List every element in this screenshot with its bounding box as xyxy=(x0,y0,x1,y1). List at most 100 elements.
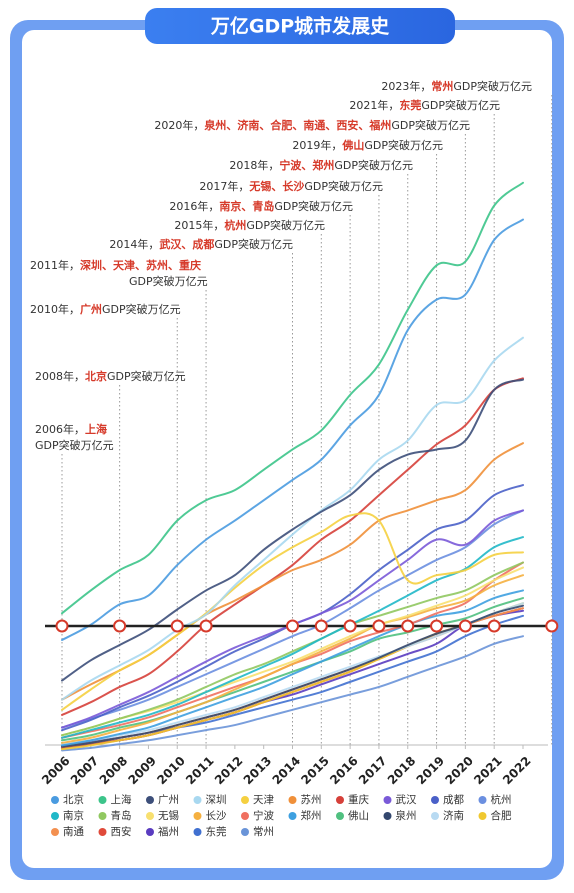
annotation-year: 2014年， xyxy=(109,237,159,251)
series-line xyxy=(61,574,524,744)
annotation-year: 2010年， xyxy=(30,302,80,316)
threshold-marker xyxy=(343,619,357,633)
legend-label: 东莞 xyxy=(206,825,227,838)
series-line xyxy=(61,561,524,737)
legend-label: 合肥 xyxy=(491,809,512,822)
annotation-suffix: GDP突破万亿元 xyxy=(274,199,353,213)
legend-label: 广州 xyxy=(158,794,179,806)
chart-title: 万亿GDP城市发展史 xyxy=(210,15,390,38)
annotation-city: 深圳 xyxy=(80,258,102,272)
series-line xyxy=(61,509,524,729)
separator: 、 xyxy=(325,119,336,132)
separator: 、 xyxy=(226,119,237,132)
separator: 、 xyxy=(181,238,192,251)
legend-label: 重庆 xyxy=(348,793,369,806)
series-line xyxy=(61,377,524,716)
separator: 、 xyxy=(358,119,369,132)
legend-swatch xyxy=(98,828,107,836)
annotation: 2021年，东莞GDP突破万亿元 xyxy=(349,98,500,112)
annotation: 2023年，常州GDP突破万亿元 xyxy=(381,79,532,93)
legend-label: 宁波 xyxy=(253,809,274,822)
separator: 、 xyxy=(135,259,146,272)
series-line xyxy=(61,589,524,747)
legend-label: 郑州 xyxy=(301,809,322,822)
legend-swatch xyxy=(98,812,107,820)
separator: 、 xyxy=(102,259,113,272)
legend-swatch xyxy=(146,796,154,804)
annotation: 2019年，佛山GDP突破万亿元 xyxy=(292,138,443,152)
annotation-city: 武汉 xyxy=(159,237,182,251)
legend-label: 苏州 xyxy=(301,793,322,806)
legend-label: 南京 xyxy=(63,809,84,822)
legend-swatch xyxy=(98,796,107,804)
annotation-city: 无锡 xyxy=(248,179,271,193)
annotation: 2008年，北京GDP突破万亿元 xyxy=(35,369,186,383)
annotation-year: 2021年， xyxy=(349,98,399,112)
legend-swatch xyxy=(146,812,154,820)
threshold-marker xyxy=(458,619,472,633)
threshold-marker xyxy=(487,619,501,633)
annotation-city: 重庆 xyxy=(179,258,201,272)
threshold-marker xyxy=(199,619,213,633)
legend-label: 常州 xyxy=(253,825,274,838)
legend-label: 南通 xyxy=(63,825,84,838)
annotation-suffix: GDP突破万亿元 xyxy=(334,158,413,172)
legend-swatch xyxy=(431,796,439,804)
annotation-year: 2018年， xyxy=(229,158,279,172)
annotation-suffix: GDP突破万亿元 xyxy=(421,98,500,112)
annotation: 2014年，武汉、成都GDP突破万亿元 xyxy=(109,237,293,251)
series-line xyxy=(61,602,524,746)
annotation: 2020年，泉州、济南、合肥、南通、西安、福州GDP突破万亿元 xyxy=(154,118,470,132)
annotation-suffix: GDP突破万亿元 xyxy=(102,302,181,316)
annotation-city: 杭州 xyxy=(224,218,246,232)
legend-swatch xyxy=(51,796,59,804)
annotation-suffix: GDP突破万亿元 xyxy=(214,237,293,251)
threshold-marker xyxy=(430,619,444,633)
annotation-city: 青岛 xyxy=(252,199,274,213)
series-line xyxy=(61,604,524,748)
legend-label: 福州 xyxy=(158,825,179,838)
legend-label: 西安 xyxy=(111,825,132,838)
annotation: 2011年，深圳、天津、苏州、重庆 xyxy=(30,258,201,272)
legend-swatch xyxy=(241,812,249,820)
annotation-city: 济南 xyxy=(237,118,259,132)
series-line xyxy=(61,336,524,701)
annotation-year: 2008年， xyxy=(35,369,85,383)
title-banner xyxy=(145,8,455,44)
annotation-suffix: GDP突破万亿元 xyxy=(35,438,114,452)
annotation: 2006年，上海 xyxy=(35,422,107,436)
threshold-marker xyxy=(545,619,559,633)
legend-swatch xyxy=(478,796,487,804)
legend-swatch xyxy=(51,812,59,820)
legend-swatch xyxy=(288,796,297,804)
legend-label: 成都 xyxy=(443,794,464,806)
annotation-year: 2011年， xyxy=(30,258,80,272)
annotation-city: 泉州 xyxy=(203,118,226,132)
legend-label: 佛山 xyxy=(348,809,369,822)
annotation-city: 南通 xyxy=(303,118,325,132)
legend-swatch xyxy=(336,812,344,820)
annotation-city: 郑州 xyxy=(312,158,334,172)
annotation-year: 2015年， xyxy=(174,218,224,232)
annotation-year: 2023年， xyxy=(381,79,431,93)
series-line xyxy=(61,536,524,739)
legend-swatch xyxy=(383,812,392,820)
legend-swatch xyxy=(51,828,59,836)
legend-label: 上海 xyxy=(111,793,132,806)
annotation-suffix: GDP突破万亿元 xyxy=(129,274,208,288)
legend-label: 济南 xyxy=(443,809,464,822)
legend-swatch xyxy=(336,796,344,804)
annotation-suffix: GDP突破万亿元 xyxy=(107,369,186,383)
annotation-city: 合肥 xyxy=(270,118,292,132)
annotation-city: 宁波 xyxy=(279,158,302,172)
annotation-suffix: GDP突破万亿元 xyxy=(246,218,325,232)
series-line xyxy=(61,597,524,742)
threshold-marker xyxy=(113,619,127,633)
legend-swatch xyxy=(478,812,487,820)
legend-label: 青岛 xyxy=(111,809,132,822)
legend-swatch xyxy=(193,812,202,820)
legend-swatch xyxy=(431,812,439,820)
series-line xyxy=(61,181,524,615)
annotation-city: 东莞 xyxy=(399,98,421,112)
